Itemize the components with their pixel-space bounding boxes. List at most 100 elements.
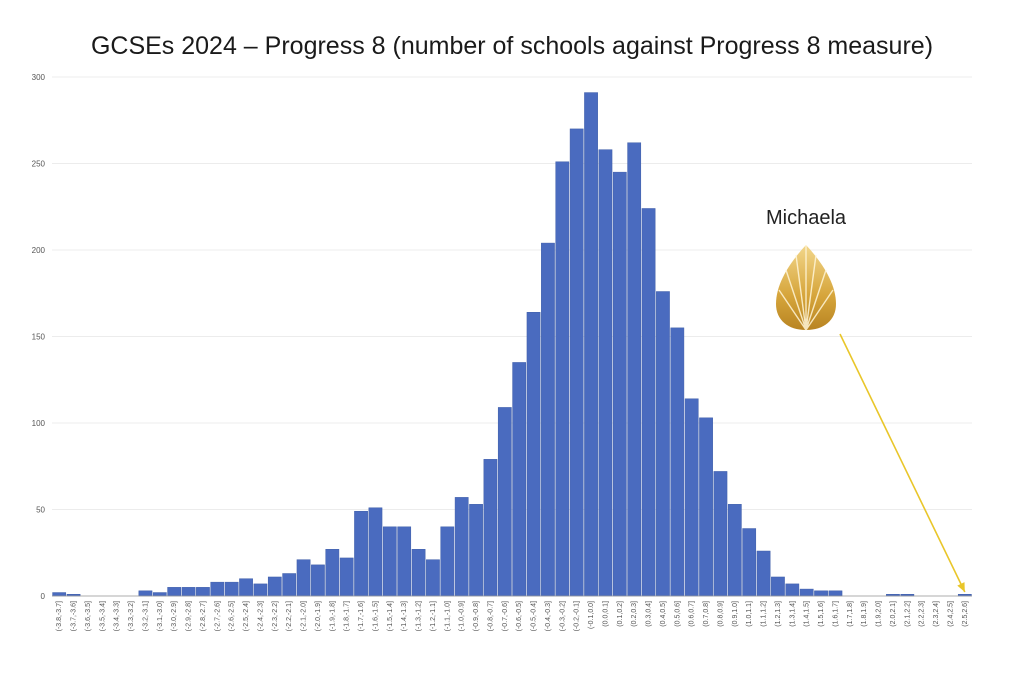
x-tick-label: (1.3,1.4] xyxy=(789,601,796,627)
michaela-label: Michaela xyxy=(766,207,847,229)
bar xyxy=(469,504,483,597)
x-tick-label: (-1.3,-1.2] xyxy=(416,601,423,631)
y-tick-label: 100 xyxy=(32,419,46,428)
michaela-arrowhead xyxy=(957,582,965,592)
bar xyxy=(311,564,325,597)
grid-lines xyxy=(52,76,972,597)
y-tick-label: 50 xyxy=(36,506,45,515)
x-tick-label: (2.5,2.6] xyxy=(962,601,969,627)
bar xyxy=(382,526,397,597)
x-tick-label: (1.0,1.1] xyxy=(746,601,753,627)
bar xyxy=(454,497,469,597)
bar xyxy=(627,142,642,597)
x-tick-label: (0.0,0.1] xyxy=(602,601,609,627)
bar xyxy=(569,128,584,597)
bar xyxy=(699,417,713,597)
x-tick-label: (0.6,0.7] xyxy=(689,601,696,627)
bar xyxy=(771,576,785,597)
bar xyxy=(152,592,167,597)
x-tick-label: (0.2,0.3] xyxy=(631,601,638,627)
bar xyxy=(684,398,699,597)
bar xyxy=(339,557,354,597)
x-tick-label: (0.9,1.0] xyxy=(732,601,739,627)
x-tick-label: (-2.7,-2.6] xyxy=(214,601,221,631)
bar xyxy=(282,573,297,597)
x-tick-label: (0.8,0.9] xyxy=(717,601,724,627)
bar xyxy=(541,242,555,597)
bar xyxy=(727,504,742,597)
x-tick-label: (0.5,0.6] xyxy=(674,601,681,627)
bar xyxy=(756,550,771,597)
x-tick-label: (-3.6,-3.5] xyxy=(85,601,92,631)
x-tick-label: (2.3,2.4] xyxy=(933,601,940,627)
x-tick-label: (-2.2,-2.1] xyxy=(286,601,293,631)
x-tick-label: (-3.7,-3.6] xyxy=(71,601,78,631)
bar xyxy=(742,528,757,597)
x-axis-ticks: (-3.8,-3.7] (-3.7,-3.6] (-3.6,-3.5] (-3.5,-… xyxy=(56,601,969,631)
x-tick-label: (1.7,1.8] xyxy=(847,601,854,627)
x-tick-label: (-2.1,-2.0] xyxy=(301,601,308,631)
x-tick-label: (1.9,2.0] xyxy=(876,601,883,627)
x-tick-label: (-1.7,-1.6] xyxy=(358,601,365,631)
bar xyxy=(785,583,800,597)
x-tick-label: (1.4,1.5] xyxy=(804,601,811,627)
x-tick-label: (-0.5,-0.4] xyxy=(531,601,538,631)
michaela-logo-icon xyxy=(776,245,836,331)
bar xyxy=(368,507,383,597)
bar xyxy=(239,578,253,597)
x-tick-label: (-2.4,-2.3] xyxy=(257,601,264,631)
x-tick-label: (-3.4,-3.3] xyxy=(114,601,121,631)
bar xyxy=(52,592,67,597)
bar xyxy=(411,549,426,597)
x-tick-label: (-3.1,-3.0] xyxy=(157,601,164,631)
bar xyxy=(426,559,440,597)
bar xyxy=(167,587,182,597)
bar xyxy=(296,559,311,597)
michaela-arrow xyxy=(839,333,966,593)
x-tick-label: (0.4,0.5] xyxy=(660,601,667,627)
x-tick-label: (1.8,1.9] xyxy=(861,601,868,627)
bar xyxy=(440,526,455,597)
bar xyxy=(483,459,498,597)
chart-title: GCSEs 2024 – Progress 8 (number of schoo… xyxy=(90,32,934,60)
x-tick-label: (-3.8,-3.7] xyxy=(56,601,63,631)
x-tick-label: (-3.2,-3.1] xyxy=(142,601,149,631)
x-tick-label: (-0.4,-0.3] xyxy=(545,601,552,631)
x-tick-label: (-2.0,-1.9] xyxy=(315,601,322,631)
x-tick-label: (-0.2,-0.1] xyxy=(574,601,581,631)
bar xyxy=(512,362,527,597)
bar xyxy=(224,581,239,597)
x-tick-label: (-0.7,-0.6] xyxy=(502,601,509,631)
x-tick-label: (-0.3,-0.2] xyxy=(559,601,566,631)
x-tick-label: (1.5,1.6] xyxy=(818,601,825,627)
x-tick-label: (-3.3,-3.2] xyxy=(128,601,135,631)
bar xyxy=(799,588,814,597)
bar xyxy=(828,590,843,597)
bar xyxy=(641,208,656,597)
bar xyxy=(598,149,613,597)
x-tick-label: (-0.6,-0.5] xyxy=(516,601,523,631)
bar xyxy=(612,171,627,597)
x-tick-label: (-2.3,-2.2] xyxy=(272,601,279,631)
x-tick-label: (-2.8,-2.7] xyxy=(200,601,207,631)
bar xyxy=(267,576,282,597)
bar xyxy=(497,407,512,597)
x-tick-label: (1.2,1.3] xyxy=(775,601,782,627)
x-tick-label: (2.0,2.1] xyxy=(890,601,897,627)
y-tick-label: 200 xyxy=(32,246,46,255)
bars xyxy=(52,92,972,597)
bar xyxy=(656,291,670,597)
x-tick-label: (-0.9,-0.8] xyxy=(473,601,480,631)
x-tick-label: (-0.1,0.0] xyxy=(588,601,595,629)
x-tick-label: (0.7,0.8] xyxy=(703,601,710,627)
bar xyxy=(526,312,541,597)
y-tick-label: 150 xyxy=(32,333,46,342)
x-tick-label: (-1.2,-1.1] xyxy=(430,601,437,631)
bar xyxy=(196,587,210,597)
x-tick-label: (-2.5,-2.4] xyxy=(243,601,250,631)
x-tick-label: (1.6,1.7] xyxy=(832,601,839,627)
bar xyxy=(670,327,685,597)
bar xyxy=(713,471,728,597)
x-tick-label: (1.1,1.2] xyxy=(761,601,768,627)
